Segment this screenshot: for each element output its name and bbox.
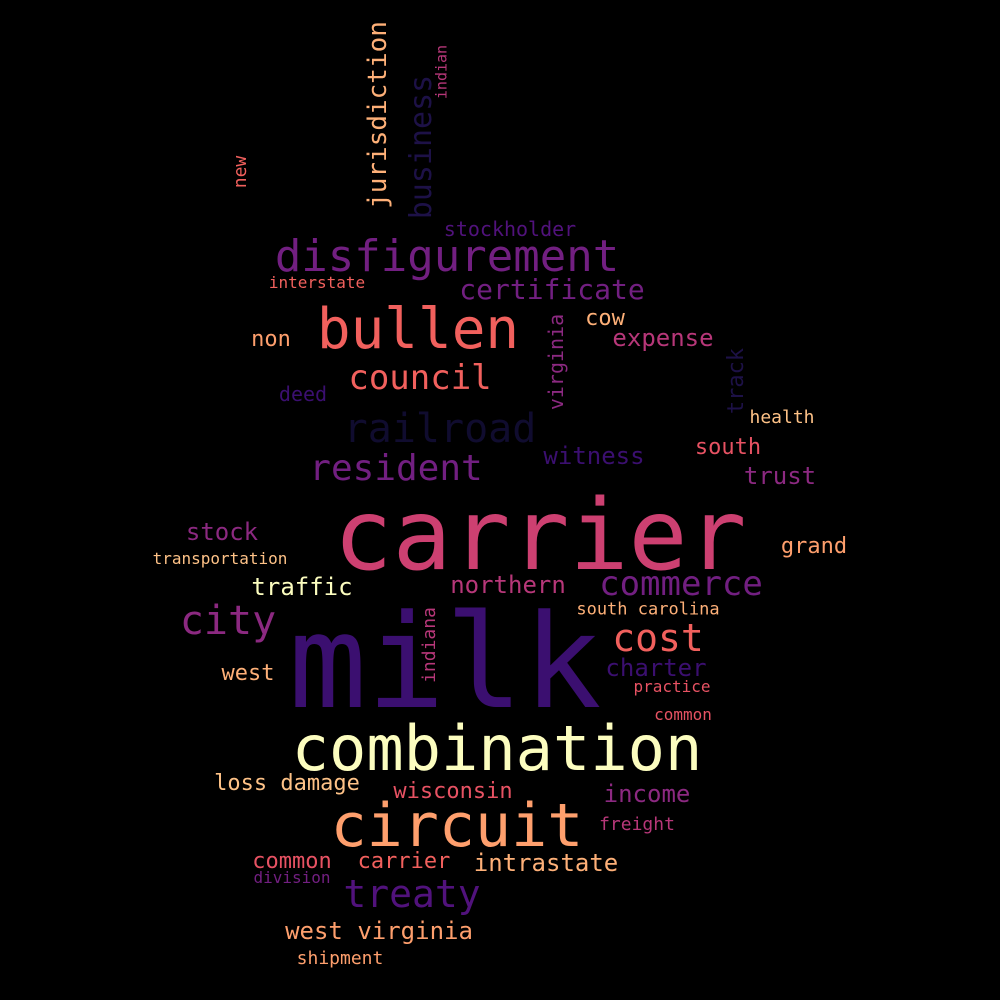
word-northern: northern <box>450 571 566 599</box>
word-south-carolina: south carolina <box>576 599 720 620</box>
word-transportation: transportation <box>152 549 288 568</box>
word-expense: expense <box>612 324 714 352</box>
word-traffic: traffic <box>251 573 353 601</box>
word-treaty: treaty <box>343 872 481 916</box>
word-stock: stock <box>185 518 259 546</box>
word-railroad: railroad <box>343 406 537 452</box>
word-non: non <box>251 327 291 352</box>
word-resident: resident <box>309 448 483 489</box>
word-disfigurement: disfigurement <box>274 231 620 282</box>
word-milk: milk <box>288 586 602 738</box>
word-bullen: bullen <box>316 297 520 362</box>
word-west: west <box>221 661 275 686</box>
word-trust: trust <box>743 462 817 490</box>
word-west-virginia: west virginia <box>285 917 473 945</box>
word-cost: cost <box>612 616 704 660</box>
word-charter: charter <box>605 654 707 682</box>
word-new: new <box>230 155 251 189</box>
word-interstate: interstate <box>268 273 366 292</box>
word-shipment: shipment <box>296 948 384 969</box>
word-carrier-2: carrier <box>357 849 451 874</box>
word-certificate: certificate <box>459 273 645 306</box>
word-carrier: carrier <box>333 479 747 593</box>
word-cow: cow <box>585 306 625 331</box>
word-deed: deed <box>278 382 328 406</box>
word-freight: freight <box>599 814 675 835</box>
word-wisconsin: wisconsin <box>393 779 513 804</box>
word-stockholder: stockholder <box>443 217 577 241</box>
word-intrastate: intrastate <box>473 849 619 877</box>
word-income: income <box>603 780 691 808</box>
word-virginia: virginia <box>544 313 568 411</box>
word-practice: practice <box>633 677 711 696</box>
word-grand: grand <box>780 534 848 559</box>
word-track: track <box>724 347 749 415</box>
word-indiana: indiana <box>419 607 440 683</box>
word-circuit: circuit <box>330 791 584 861</box>
word-combination: combination <box>291 712 703 785</box>
word-common-2: common <box>252 849 332 874</box>
word-common: common <box>654 705 712 724</box>
word-city: city <box>179 598 277 644</box>
word-council: council <box>348 358 492 398</box>
word-division: division <box>253 868 331 887</box>
word-south: south <box>694 435 762 460</box>
word-indian: indian <box>432 44 451 100</box>
word-witness: witness <box>543 442 645 470</box>
word-jurisdiction: jurisdiction <box>363 21 393 209</box>
word-loss-damage: loss damage <box>214 771 360 796</box>
word-commerce: commerce <box>599 564 763 604</box>
word-health: health <box>749 407 815 428</box>
